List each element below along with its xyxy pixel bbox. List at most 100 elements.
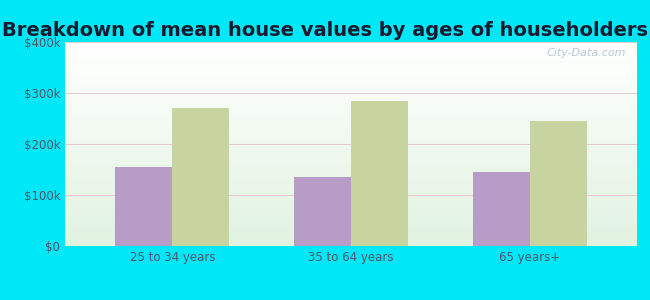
Bar — [65, 174, 637, 175]
Bar — [65, 103, 637, 104]
Bar — [65, 91, 637, 92]
Bar — [65, 108, 637, 109]
Bar — [65, 182, 637, 183]
Bar — [65, 79, 637, 80]
Bar — [65, 197, 637, 198]
Bar — [65, 137, 637, 138]
Bar — [65, 169, 637, 170]
Bar — [65, 208, 637, 209]
Bar — [65, 161, 637, 162]
Bar — [65, 229, 637, 230]
Bar — [65, 192, 637, 193]
Bar — [65, 221, 637, 223]
Bar — [65, 60, 637, 62]
Bar — [65, 220, 637, 221]
Bar — [65, 200, 637, 201]
Bar — [65, 109, 637, 110]
Text: Breakdown of mean house values by ages of householders: Breakdown of mean house values by ages o… — [2, 21, 648, 40]
Legend: Creighton, Nebraska: Creighton, Nebraska — [252, 297, 450, 300]
Bar — [65, 110, 637, 111]
Bar — [65, 111, 637, 112]
Bar — [65, 44, 637, 45]
Bar — [65, 225, 637, 226]
Bar — [65, 67, 637, 68]
Bar — [65, 242, 637, 243]
Bar — [65, 196, 637, 197]
Bar — [65, 119, 637, 121]
Bar — [65, 87, 637, 88]
Bar — [65, 121, 637, 122]
Bar — [65, 179, 637, 180]
Bar — [65, 164, 637, 165]
Bar — [65, 123, 637, 124]
Bar — [65, 190, 637, 191]
Bar — [65, 143, 637, 144]
Bar — [65, 65, 637, 67]
Bar — [65, 84, 637, 85]
Bar — [65, 138, 637, 139]
Bar — [65, 245, 637, 246]
Bar — [65, 50, 637, 51]
Bar — [65, 42, 637, 43]
Bar — [65, 231, 637, 232]
Bar — [65, 62, 637, 63]
Bar — [65, 235, 637, 236]
Bar — [65, 116, 637, 118]
Bar — [65, 240, 637, 241]
Bar — [65, 186, 637, 187]
Bar — [65, 187, 637, 188]
Bar — [65, 239, 637, 240]
Bar — [65, 127, 637, 128]
Bar — [294, 177, 351, 246]
Bar — [65, 74, 637, 75]
Bar — [65, 169, 637, 170]
Bar — [65, 135, 637, 136]
Bar — [65, 149, 637, 150]
Bar — [65, 55, 637, 56]
Bar — [65, 226, 637, 228]
Bar — [65, 104, 637, 105]
Bar — [65, 85, 637, 86]
Bar — [65, 215, 637, 216]
Bar — [65, 106, 637, 107]
Bar — [65, 144, 637, 145]
Bar — [65, 154, 637, 155]
Bar — [65, 172, 637, 174]
Bar — [65, 160, 637, 161]
Bar — [172, 108, 229, 246]
Bar — [65, 64, 637, 65]
Bar — [65, 114, 637, 116]
Bar — [65, 157, 637, 158]
Bar — [65, 237, 637, 238]
Bar — [65, 170, 637, 172]
Bar — [65, 70, 637, 72]
Bar — [65, 89, 637, 90]
Bar — [65, 76, 637, 77]
Bar — [65, 122, 637, 123]
Bar — [65, 156, 637, 157]
Bar — [65, 201, 637, 202]
Bar — [65, 147, 637, 148]
Bar — [65, 101, 637, 102]
Bar — [65, 223, 637, 224]
Bar — [65, 148, 637, 149]
Bar — [65, 113, 637, 114]
Bar — [65, 88, 637, 89]
Bar — [65, 194, 637, 195]
Bar — [65, 203, 637, 204]
Bar — [65, 82, 637, 83]
Bar — [65, 195, 637, 196]
Bar — [65, 145, 637, 146]
Bar — [65, 128, 637, 129]
Bar — [65, 73, 637, 74]
Bar — [65, 118, 637, 119]
Bar — [65, 228, 637, 229]
Bar — [65, 49, 637, 50]
Bar — [65, 132, 637, 133]
Bar — [65, 112, 637, 113]
Bar — [65, 213, 637, 214]
Bar — [65, 214, 637, 215]
Bar — [65, 165, 637, 166]
Bar — [65, 198, 637, 199]
Bar — [473, 172, 530, 246]
